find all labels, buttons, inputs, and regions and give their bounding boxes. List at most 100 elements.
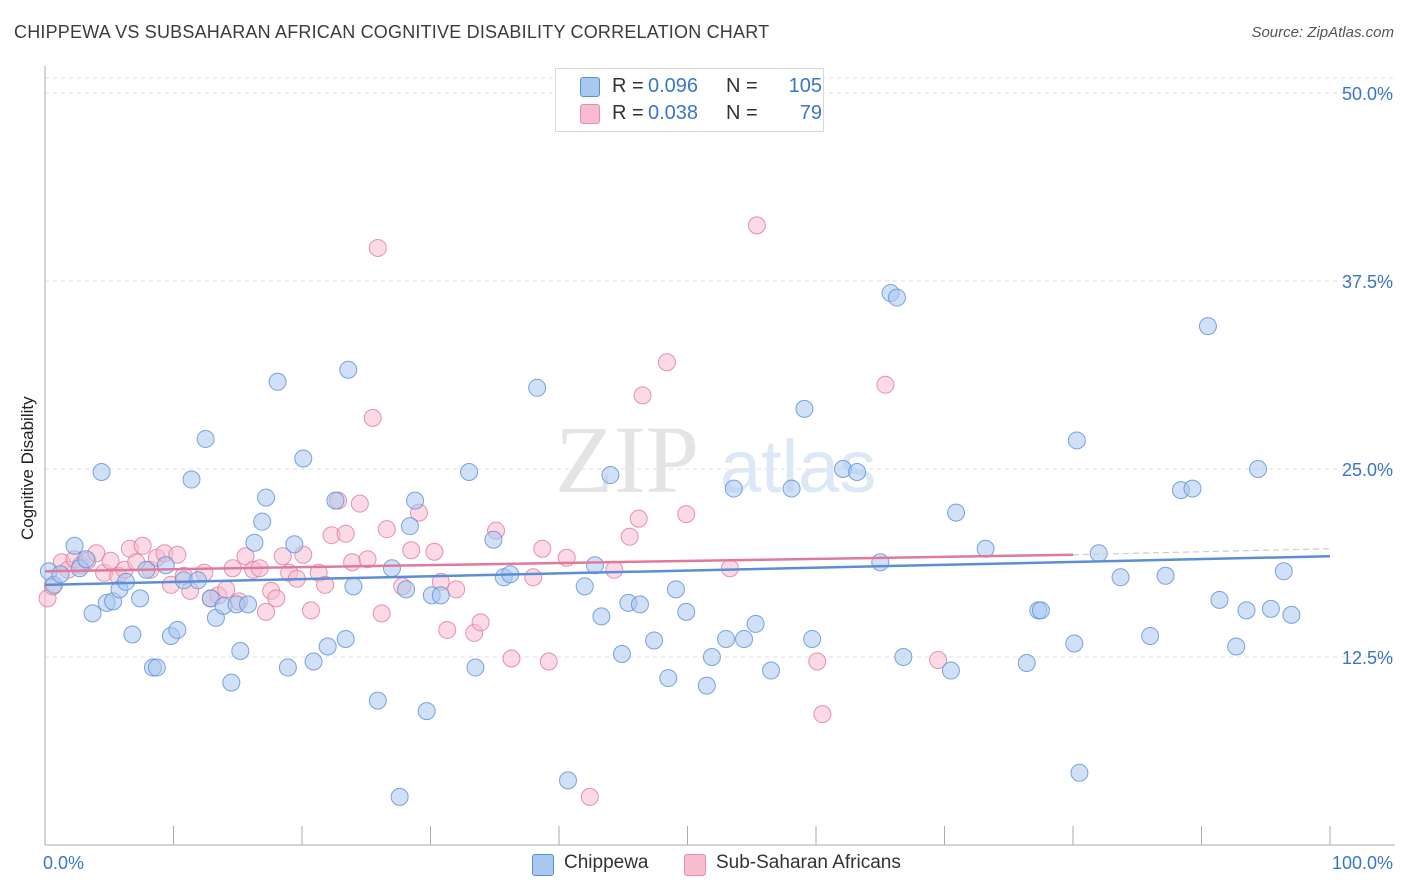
point-chippewa (1183, 479, 1202, 498)
point-sub-saharan-africans (168, 545, 187, 564)
watermark-zip: ZIP (555, 406, 699, 513)
point-chippewa (83, 604, 102, 623)
point-chippewa (735, 629, 754, 648)
point-chippewa (887, 288, 906, 307)
point-chippewa (697, 676, 716, 695)
point-chippewa (484, 530, 503, 549)
y-tick-label: 50.0% (1342, 84, 1393, 104)
point-chippewa (762, 661, 781, 680)
trendline-sub-saharan-africans (44, 553, 1074, 573)
point-chippewa (131, 589, 150, 608)
point-chippewa (222, 673, 241, 692)
point-chippewa (947, 503, 966, 522)
point-sub-saharan-africans (929, 651, 948, 670)
point-sub-saharan-africans (876, 375, 895, 394)
point-chippewa (1017, 654, 1036, 673)
point-chippewa (782, 479, 801, 498)
point-chippewa (466, 658, 485, 677)
point-chippewa (318, 637, 337, 656)
point-sub-saharan-africans (358, 550, 377, 569)
point-chippewa (326, 491, 345, 510)
point-chippewa (1261, 599, 1280, 618)
point-sub-saharan-africans (425, 542, 444, 561)
point-chippewa (601, 466, 620, 485)
point-sub-saharan-africans (316, 575, 335, 594)
point-sub-saharan-africans (236, 547, 255, 566)
point-sub-saharan-africans (471, 613, 490, 632)
point-chippewa (196, 429, 215, 448)
point-sub-saharan-africans (657, 353, 676, 372)
point-chippewa (666, 580, 685, 599)
y-tick-label: 25.0% (1342, 460, 1393, 480)
axes (44, 66, 1395, 846)
point-chippewa (344, 577, 363, 596)
point-chippewa (285, 535, 304, 554)
legend-n-label: N = (726, 102, 758, 124)
point-chippewa (339, 360, 358, 379)
point-chippewa (1089, 544, 1108, 563)
legend-r-value-sub-saharan-africans: 0.038 (648, 102, 699, 124)
trend-lines (44, 548, 1331, 587)
point-chippewa (156, 556, 175, 575)
point-sub-saharan-africans (533, 539, 552, 558)
bottom-legend-swatch-chippewa (532, 854, 554, 876)
point-chippewa (168, 620, 187, 639)
point-sub-saharan-africans (372, 604, 391, 623)
point-chippewa (1282, 605, 1301, 624)
chart-source: Source: ZipAtlas.com (1251, 24, 1394, 41)
point-chippewa (336, 629, 355, 648)
legend-n-label: N = (726, 75, 758, 97)
point-sub-saharan-africans (350, 494, 369, 513)
legend-n-value-sub-saharan-africans: 79 (799, 102, 822, 124)
point-chippewa (460, 463, 479, 482)
point-chippewa (1249, 460, 1268, 479)
point-chippewa (294, 449, 313, 468)
point-chippewa (431, 586, 450, 605)
point-chippewa (182, 470, 201, 489)
point-chippewa (417, 702, 436, 721)
tick-labels: 12.5% 25.0% 37.5% 50.0% 0.0% 100.0% (43, 84, 1393, 873)
point-chippewa (724, 479, 743, 498)
point-chippewa (368, 691, 387, 710)
point-chippewa (612, 645, 631, 664)
point-chippewa (245, 533, 264, 552)
point-sub-saharan-africans (257, 602, 276, 621)
point-sub-saharan-africans (524, 568, 543, 587)
watermark: ZIP atlas (555, 406, 876, 513)
point-sub-saharan-africans (438, 620, 457, 639)
correlation-legend: R = 0.096 N = 105 R = 0.038 N = 79 (555, 68, 824, 132)
point-chippewa (397, 580, 416, 599)
chart-title: CHIPPEWA VS SUBSAHARAN AFRICAN COGNITIVE… (14, 22, 770, 42)
point-sub-saharan-africans (273, 547, 292, 566)
point-chippewa (976, 539, 995, 558)
point-sub-saharan-africans (580, 787, 599, 806)
point-chippewa (304, 652, 323, 671)
point-sub-saharan-africans (539, 652, 558, 671)
point-sub-saharan-africans (633, 386, 652, 405)
point-sub-saharan-africans (343, 553, 362, 572)
trendline-chippewa (44, 554, 1331, 587)
point-chippewa (382, 559, 401, 578)
point-chippewa (1210, 590, 1229, 609)
point-chippewa (575, 577, 594, 596)
legend-swatch-sub-saharan-africans (580, 104, 600, 124)
legend-r-label: R = (612, 75, 644, 97)
point-sub-saharan-africans (808, 652, 827, 671)
point-chippewa (1274, 562, 1293, 581)
point-chippewa (65, 536, 84, 555)
point-sub-saharan-africans (267, 589, 286, 608)
legend-r-value-chippewa: 0.096 (648, 75, 699, 97)
point-sub-saharan-africans (217, 580, 236, 599)
point-sub-saharan-africans (502, 649, 521, 668)
point-chippewa (390, 787, 409, 806)
point-chippewa (803, 629, 822, 648)
point-chippewa (231, 641, 250, 660)
point-chippewa (1031, 601, 1050, 620)
point-chippewa (123, 625, 142, 644)
bottom-legend-label-chippewa: Chippewa (564, 852, 649, 873)
point-chippewa (1156, 566, 1175, 585)
point-sub-saharan-africans (629, 509, 648, 528)
point-chippewa (406, 491, 425, 510)
point-chippewa (795, 399, 814, 418)
